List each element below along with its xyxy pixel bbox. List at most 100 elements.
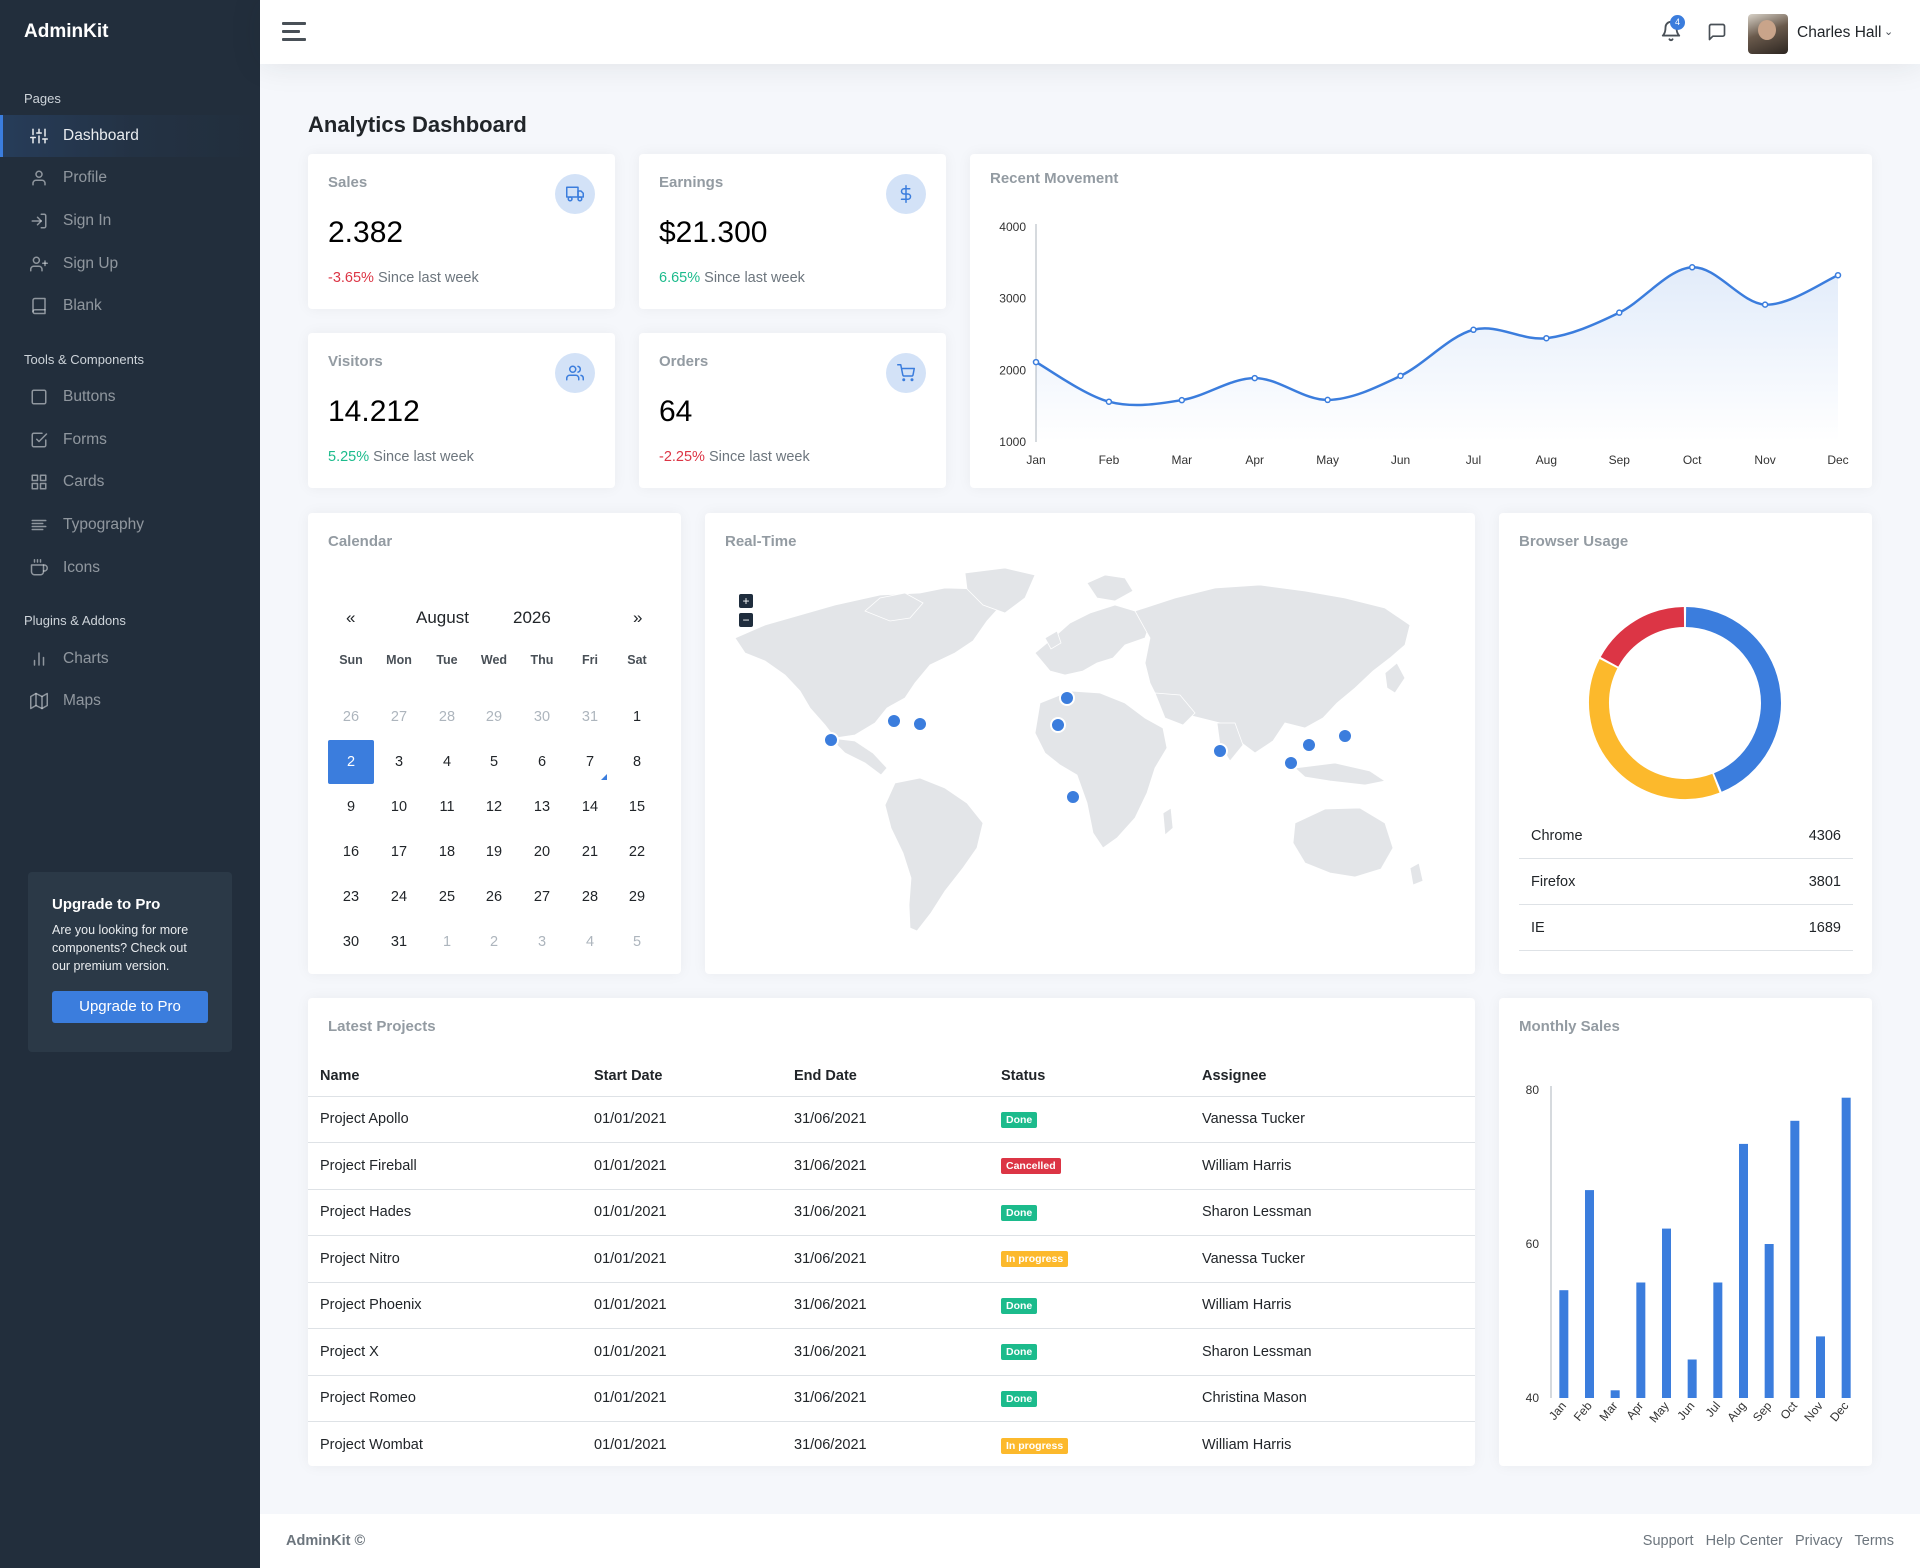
column-header[interactable]: Status (989, 1048, 1190, 1097)
data-point[interactable] (1251, 374, 1258, 382)
sidebar-toggle-icon[interactable] (282, 22, 306, 42)
calendar-day[interactable]: 23 (342, 889, 360, 905)
data-point[interactable] (1761, 301, 1769, 308)
calendar-day[interactable]: 30 (342, 934, 360, 950)
calendar-day[interactable]: 17 (390, 844, 408, 860)
donut-slice-chrome[interactable] (1685, 607, 1781, 792)
avatar[interactable] (1748, 14, 1788, 54)
table-row[interactable]: Project Phoenix 01/01/2021 31/06/2021 Done W… (308, 1282, 1475, 1329)
bar[interactable] (1559, 1290, 1569, 1398)
world-map[interactable] (705, 513, 1475, 974)
calendar-day[interactable]: 31 (581, 709, 599, 725)
sidebar-item-icons[interactable]: Icons (0, 547, 260, 589)
calendar-day[interactable]: 18 (438, 844, 456, 860)
calendar-month[interactable]: August (416, 608, 469, 627)
map-marker[interactable] (823, 732, 839, 748)
table-row[interactable]: Project Romeo 01/01/2021 31/06/2021 Done Chr… (308, 1375, 1475, 1422)
calendar-day[interactable]: 29 (628, 889, 646, 905)
data-point[interactable] (1470, 326, 1477, 334)
map-marker[interactable] (1212, 743, 1228, 759)
user-name[interactable]: Charles Hall (1797, 24, 1882, 41)
map-marker[interactable] (1283, 755, 1299, 771)
bar[interactable] (1790, 1120, 1800, 1398)
map-marker[interactable] (1050, 717, 1066, 733)
zoom-in-button[interactable]: + (739, 594, 753, 608)
bar[interactable] (1636, 1282, 1646, 1399)
data-point[interactable] (1688, 264, 1696, 271)
calendar-day[interactable]: 24 (390, 889, 408, 905)
table-row[interactable]: Project Wombat 01/01/2021 31/06/2021 In pro… (308, 1422, 1475, 1469)
table-row[interactable]: Project X 01/01/2021 31/06/2021 Done Sharon … (308, 1328, 1475, 1376)
table-row[interactable]: Project Hades 01/01/2021 31/06/2021 Done Sha… (308, 1189, 1475, 1236)
data-point[interactable] (1324, 396, 1331, 404)
calendar-day[interactable]: 27 (390, 709, 408, 725)
calendar-day[interactable]: 5 (632, 934, 642, 950)
calendar-day[interactable]: 25 (438, 889, 456, 905)
bar[interactable] (1739, 1143, 1748, 1398)
calendar-day[interactable]: 11 (439, 799, 455, 815)
calendar-day[interactable]: 2 (489, 934, 499, 950)
calendar-day[interactable]: 9 (346, 799, 356, 815)
sidebar-item-sign-up[interactable]: Sign Up (0, 243, 260, 285)
map-marker[interactable] (886, 713, 902, 729)
calendar-day[interactable]: 14 (581, 799, 599, 815)
column-header[interactable]: End Date (782, 1048, 989, 1097)
footer-link-terms[interactable]: Terms (1854, 1533, 1894, 1549)
calendar-year[interactable]: 2026 (513, 608, 551, 627)
sidebar-item-charts[interactable]: Charts (0, 638, 260, 680)
calendar-day[interactable]: 26 (485, 889, 503, 905)
footer-link-help[interactable]: Help Center (1705, 1533, 1783, 1549)
sidebar-item-blank[interactable]: Blank (0, 285, 260, 327)
calendar-day[interactable]: 20 (533, 844, 551, 860)
calendar-day[interactable]: 28 (438, 709, 456, 725)
sidebar-item-dashboard[interactable]: Dashboard (0, 115, 260, 157)
next-month-button[interactable]: » (633, 608, 643, 627)
footer-brand[interactable]: AdminKit © (286, 1533, 366, 1549)
donut-slice-firefox[interactable] (1589, 659, 1720, 799)
calendar-day[interactable]: 30 (533, 709, 551, 725)
map-marker[interactable] (912, 716, 928, 732)
calendar-day[interactable]: 1 (632, 709, 642, 725)
bar[interactable] (1841, 1097, 1851, 1398)
calendar-day[interactable]: 3 (537, 934, 547, 950)
calendar-day[interactable]: 1 (442, 934, 452, 950)
data-point[interactable] (1834, 271, 1842, 279)
calendar-day[interactable]: 4 (585, 934, 595, 950)
calendar-day[interactable]: 12 (485, 799, 503, 815)
map-marker[interactable] (1065, 789, 1081, 805)
calendar-day[interactable]: 15 (628, 799, 646, 815)
calendar-day[interactable]: 5 (489, 754, 499, 770)
table-row[interactable]: Project Fireball 01/01/2021 31/06/2021 Canc… (308, 1142, 1475, 1190)
calendar-day[interactable]: 31 (390, 934, 408, 950)
calendar-day[interactable]: 21 (581, 844, 599, 860)
calendar-day[interactable]: 8 (632, 754, 642, 770)
map-marker[interactable] (1337, 728, 1353, 744)
bar[interactable] (1713, 1282, 1723, 1399)
calendar-day[interactable]: 2 (328, 740, 374, 784)
bar[interactable] (1610, 1390, 1620, 1398)
bell-icon[interactable]: 4 (1660, 15, 1685, 42)
data-point[interactable] (1616, 309, 1623, 316)
table-row[interactable]: Project Nitro 01/01/2021 31/06/2021 In prog… (308, 1235, 1475, 1283)
footer-link-privacy[interactable]: Privacy (1794, 1533, 1843, 1549)
chevron-down-icon[interactable]: ⌄ (1884, 26, 1894, 38)
data-point[interactable] (1543, 334, 1550, 342)
calendar-day[interactable]: 22 (628, 844, 646, 860)
data-point[interactable] (1397, 372, 1404, 380)
calendar-day[interactable]: 13 (533, 799, 551, 815)
data-point[interactable] (1105, 398, 1113, 405)
sidebar-item-sign-in[interactable]: Sign In (0, 200, 260, 242)
calendar-day[interactable]: 7 (567, 740, 613, 784)
prev-month-button[interactable]: « (346, 608, 356, 627)
calendar-day[interactable]: 27 (533, 889, 551, 905)
bar[interactable] (1816, 1336, 1825, 1398)
bar[interactable] (1585, 1190, 1594, 1398)
data-point[interactable] (1032, 358, 1040, 366)
sidebar-item-maps[interactable]: Maps (0, 680, 260, 722)
calendar-day[interactable]: 26 (342, 709, 360, 725)
calendar-day[interactable]: 3 (394, 754, 404, 770)
message-icon[interactable] (1707, 22, 1729, 44)
column-header[interactable]: Start Date (582, 1048, 782, 1097)
calendar-day[interactable]: 29 (485, 709, 503, 725)
upgrade-button[interactable]: Upgrade to Pro (52, 991, 208, 1023)
